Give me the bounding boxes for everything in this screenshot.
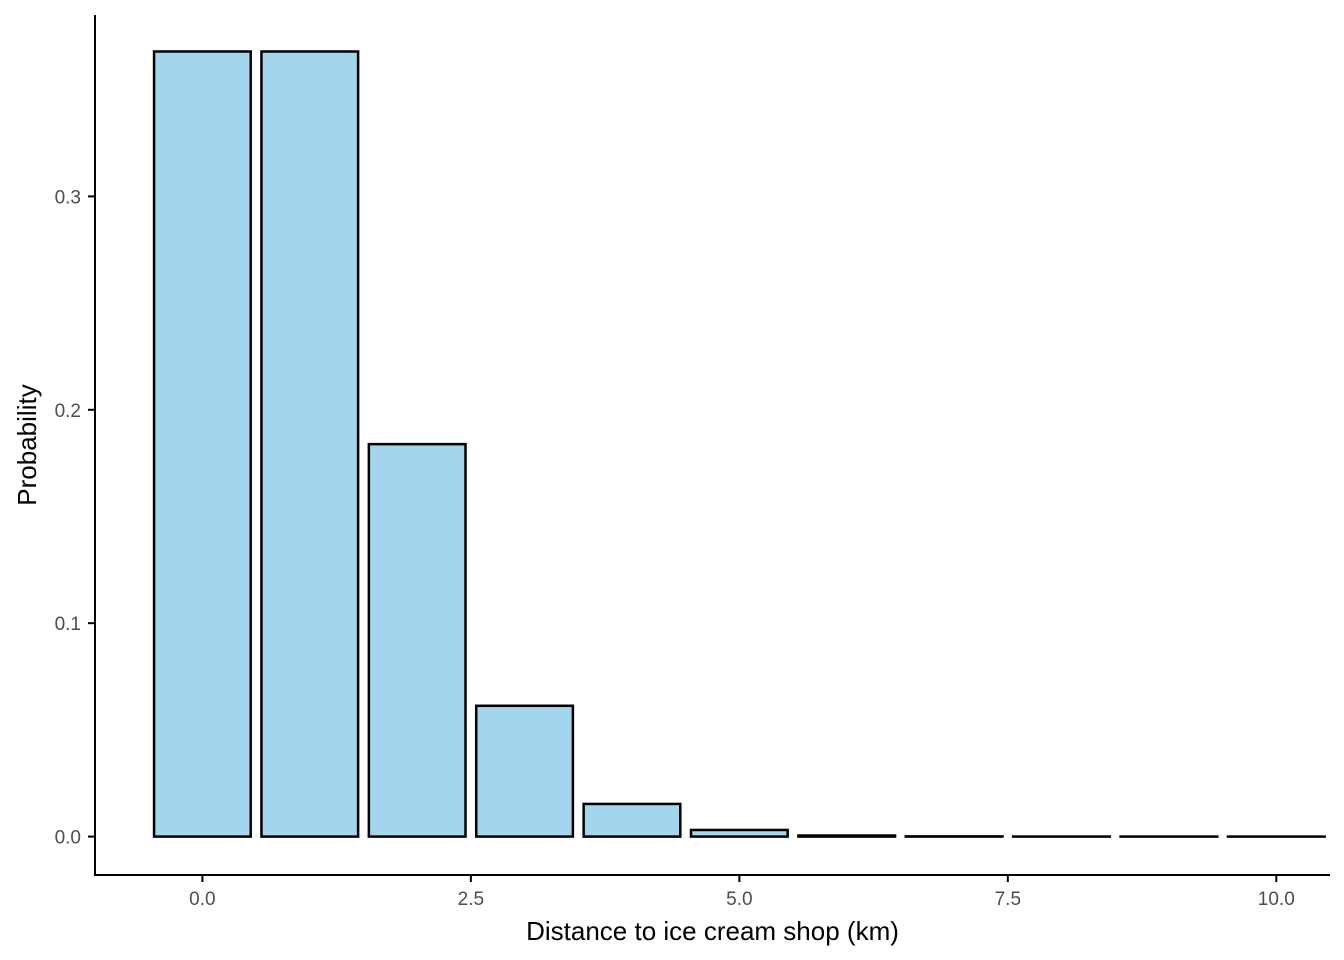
y-tick-label: 0.2 xyxy=(55,401,81,422)
x-tick-label: 0.0 xyxy=(189,889,215,910)
x-tick-label: 7.5 xyxy=(995,889,1021,910)
bar-2 xyxy=(367,442,467,838)
y-axis-title: Probability xyxy=(12,384,42,505)
x-tick-label: 2.5 xyxy=(458,889,484,910)
y-tick-label: 0.0 xyxy=(55,828,81,849)
y-axis-ticks: 0.0 0.1 0.2 0.3 xyxy=(55,187,95,849)
bar-5 xyxy=(689,828,789,838)
y-tick-label: 0.1 xyxy=(55,614,81,635)
bar-0 xyxy=(152,50,252,838)
bar-4 xyxy=(582,802,682,838)
bar-6 xyxy=(797,834,897,838)
x-axis-title: Distance to ice cream shop (km) xyxy=(526,916,899,946)
x-tick-label: 10.0 xyxy=(1258,889,1295,910)
bar-3 xyxy=(474,704,575,838)
bars-group xyxy=(152,50,1326,838)
x-tick-label: 5.0 xyxy=(726,889,752,910)
bar-1 xyxy=(260,50,360,838)
y-tick-label: 0.3 xyxy=(55,187,81,208)
x-axis-ticks: 0.0 2.5 5.0 7.5 10.0 xyxy=(189,875,1295,910)
